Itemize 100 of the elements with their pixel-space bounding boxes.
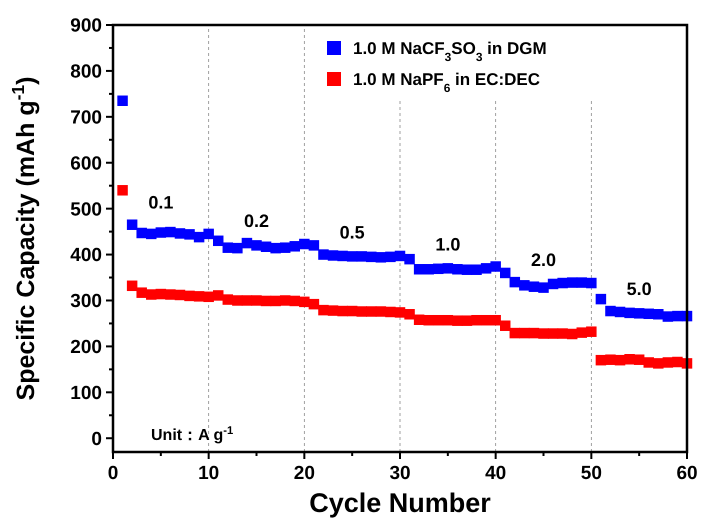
point xyxy=(394,250,406,262)
x-tick-label: 20 xyxy=(294,463,315,484)
point xyxy=(203,228,214,240)
legend-label: 1.0 M NaPF$_{6}$ in EC:DEC xyxy=(353,70,540,95)
x-axis-title: Cycle Number xyxy=(309,488,492,518)
point xyxy=(471,314,482,326)
point xyxy=(471,264,482,275)
point xyxy=(414,264,424,275)
x-tick-label: 30 xyxy=(389,463,411,484)
x-tick-label: 60 xyxy=(676,463,698,484)
point xyxy=(500,320,510,331)
point xyxy=(270,296,281,306)
point xyxy=(557,328,568,339)
x-tick-label: 50 xyxy=(580,463,602,484)
point xyxy=(212,236,224,246)
point xyxy=(433,314,444,326)
point xyxy=(136,228,147,238)
point xyxy=(156,227,166,238)
x-tick-label: 0 xyxy=(108,463,118,484)
point xyxy=(548,278,558,290)
point xyxy=(146,289,157,300)
point xyxy=(519,280,530,291)
point xyxy=(624,308,635,318)
point xyxy=(232,295,243,306)
point xyxy=(653,309,664,320)
y-tick-label: 800 xyxy=(70,62,102,83)
point xyxy=(165,289,176,300)
point xyxy=(480,314,492,326)
y-tick-label: 300 xyxy=(70,291,102,312)
point xyxy=(299,296,310,308)
point xyxy=(634,354,644,365)
point xyxy=(232,242,243,254)
point xyxy=(596,294,606,304)
point xyxy=(576,277,588,288)
y-tick-label: 700 xyxy=(70,107,102,128)
y-tick-label: 400 xyxy=(70,245,102,266)
point xyxy=(222,242,234,253)
annotation: 0.1 xyxy=(148,192,174,213)
point xyxy=(596,354,606,366)
annotation: Unit：A g$^{-1}$ xyxy=(151,425,234,444)
point xyxy=(290,296,300,306)
point xyxy=(528,328,540,338)
point xyxy=(528,281,540,292)
point xyxy=(242,238,252,248)
point xyxy=(634,308,644,319)
point xyxy=(385,252,396,262)
point xyxy=(557,278,568,288)
point xyxy=(356,251,367,262)
point xyxy=(643,357,654,368)
point xyxy=(452,264,463,275)
point xyxy=(194,291,204,302)
point xyxy=(614,306,626,318)
point xyxy=(624,354,635,364)
point xyxy=(490,261,501,272)
point xyxy=(126,219,138,230)
point xyxy=(194,232,204,242)
point xyxy=(308,298,320,310)
point xyxy=(653,358,664,369)
point xyxy=(662,311,674,322)
point xyxy=(452,315,463,326)
point xyxy=(318,304,329,316)
point xyxy=(605,306,616,316)
point xyxy=(538,328,549,339)
point xyxy=(480,263,492,274)
point xyxy=(462,264,472,275)
point xyxy=(576,327,588,338)
point xyxy=(423,314,434,326)
legend-label: 1.0 M NaCF$_{3}$SO$_{3}$ in DGM xyxy=(353,39,547,64)
x-tick-label: 10 xyxy=(198,463,220,484)
point xyxy=(605,354,616,365)
point xyxy=(442,263,454,274)
point xyxy=(146,228,157,240)
point xyxy=(290,241,300,252)
point xyxy=(672,356,683,368)
point xyxy=(337,250,348,262)
point xyxy=(280,295,290,306)
annotation: 2.0 xyxy=(530,250,556,270)
point xyxy=(566,277,578,288)
point xyxy=(251,240,262,251)
point xyxy=(203,292,214,302)
point xyxy=(251,295,262,306)
point xyxy=(423,264,434,275)
point xyxy=(260,242,272,252)
point xyxy=(346,251,358,262)
point xyxy=(328,305,338,316)
x-tick-label: 40 xyxy=(485,463,506,484)
point xyxy=(404,309,415,320)
y-tick-label: 500 xyxy=(70,199,102,220)
point xyxy=(318,249,329,260)
point xyxy=(500,268,510,278)
point xyxy=(376,252,386,263)
point xyxy=(212,290,224,301)
annotation: 0.2 xyxy=(244,211,270,232)
point xyxy=(672,310,683,322)
y-tick-label: 200 xyxy=(70,337,102,358)
point xyxy=(346,306,358,316)
point xyxy=(614,354,626,366)
point xyxy=(490,314,501,326)
point xyxy=(174,290,186,300)
point xyxy=(165,226,176,238)
